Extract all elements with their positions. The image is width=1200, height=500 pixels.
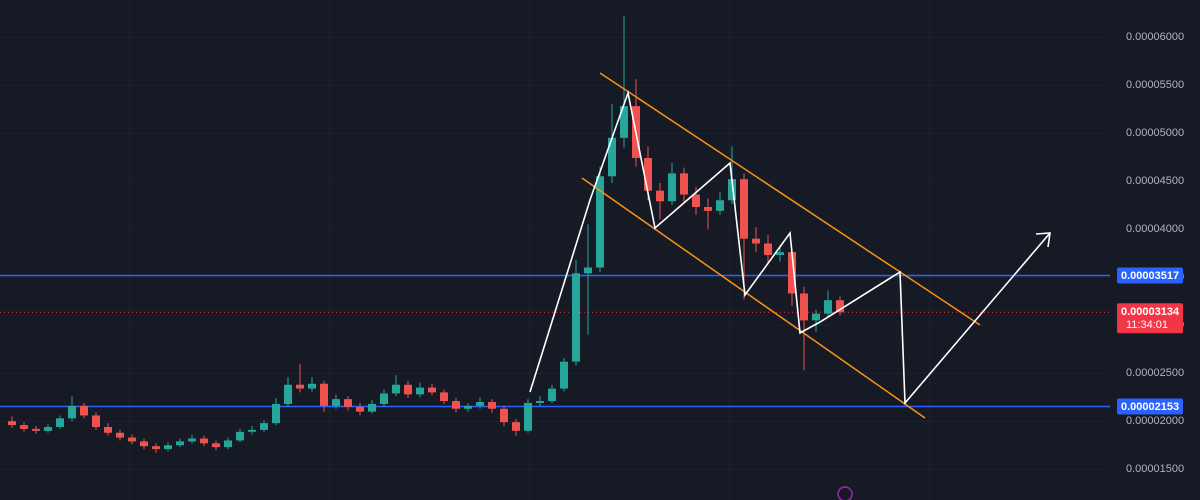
arrow-head (1035, 232, 1051, 248)
candle-body (464, 405, 472, 409)
y-tick-label: 0.00002500 (1126, 367, 1184, 379)
y-tick-label: 0.00005000 (1126, 127, 1184, 139)
candle-body (680, 173, 688, 195)
candle-body (20, 425, 28, 429)
event-icon (837, 486, 853, 500)
candle-body (248, 429, 256, 432)
candle-body (584, 267, 592, 274)
candle-body (260, 423, 268, 430)
last-price-label: 0.00003134 (1121, 306, 1180, 318)
candle-body (728, 179, 736, 201)
level-label-box (1117, 267, 1183, 284)
channel-lower (581, 177, 926, 419)
zigzag-drawing (529, 90, 1051, 406)
candle-body (536, 401, 544, 403)
candle-body (356, 406, 364, 412)
candle-body (296, 384, 304, 389)
candle-body (548, 388, 556, 402)
y-tick-label: 0.00001500 (1126, 463, 1184, 475)
candle-body (116, 432, 124, 438)
candle-body (104, 426, 112, 433)
candle-body (824, 300, 832, 314)
candle-body (752, 238, 760, 244)
candle-body (776, 252, 784, 256)
channel-upper (599, 72, 981, 326)
candle-body (44, 426, 52, 431)
candle-body (812, 313, 820, 321)
price-axis-labels: 0.000015000.000020000.000025000.00003000… (1117, 31, 1184, 475)
candle-body (668, 173, 676, 202)
candle-body (176, 441, 184, 446)
candle-body (224, 440, 232, 448)
candle-body (272, 403, 280, 424)
candle-body (488, 402, 496, 409)
candle-body (656, 190, 664, 202)
candle-body (692, 194, 700, 208)
candle-body (8, 421, 16, 426)
candle-body (476, 402, 484, 406)
candle-body (140, 441, 148, 447)
candle-body (164, 445, 172, 450)
candle-body (788, 252, 796, 294)
candle-body (836, 300, 844, 313)
candle-body (716, 200, 724, 211)
zigzag-path (529, 90, 1051, 406)
candle-body (440, 392, 448, 402)
candle-body (32, 428, 40, 431)
candle-body (128, 437, 136, 442)
candle-body (368, 403, 376, 412)
channel-drawing (581, 72, 981, 419)
candle-body (704, 207, 712, 211)
countdown-label: 11:34:01 (1126, 319, 1168, 331)
candle-body (344, 399, 352, 407)
y-tick-label: 0.00002000 (1126, 415, 1184, 427)
candle-body (284, 384, 292, 404)
levels (0, 274, 1116, 408)
last-price-box (1117, 303, 1183, 334)
candle-body (320, 383, 328, 406)
y-tick-label: 0.00005500 (1126, 79, 1184, 91)
candle-body (596, 176, 604, 268)
candle-body (188, 438, 196, 442)
candle-body (380, 393, 388, 404)
candle-body (80, 405, 88, 416)
candle-body (644, 158, 652, 191)
candle-body (740, 179, 748, 239)
price-axis (1110, 0, 1200, 500)
candle-body (800, 293, 808, 321)
level-label-box (1117, 398, 1183, 415)
candle-body (392, 384, 400, 394)
candle-body (152, 446, 160, 450)
candle-body (212, 443, 220, 448)
candle-body (56, 418, 64, 427)
candle-body (512, 422, 520, 431)
candle-body (68, 405, 76, 419)
candle-body (452, 401, 460, 409)
candle-body (608, 137, 616, 177)
candle-body (200, 438, 208, 444)
y-tick-label: 0.00004500 (1126, 175, 1184, 187)
candle-body (620, 106, 628, 138)
level-label: 0.00003517 (1121, 270, 1179, 282)
candle-body (404, 384, 412, 395)
candle-body (524, 402, 532, 431)
candle-body (764, 243, 772, 256)
candle-body (308, 383, 316, 389)
candle-body (332, 399, 340, 406)
candle-body (500, 408, 508, 423)
y-tick-label: 0.00006000 (1126, 31, 1184, 43)
candle-body (416, 387, 424, 395)
candle-body (92, 415, 100, 427)
y-tick-label: 0.00004000 (1126, 223, 1184, 235)
candle-body (572, 273, 580, 362)
level-label: 0.00002153 (1121, 401, 1179, 413)
candle-body (560, 361, 568, 389)
grid (0, 36, 1110, 470)
candle-body (236, 431, 244, 441)
candle-body (428, 387, 436, 393)
